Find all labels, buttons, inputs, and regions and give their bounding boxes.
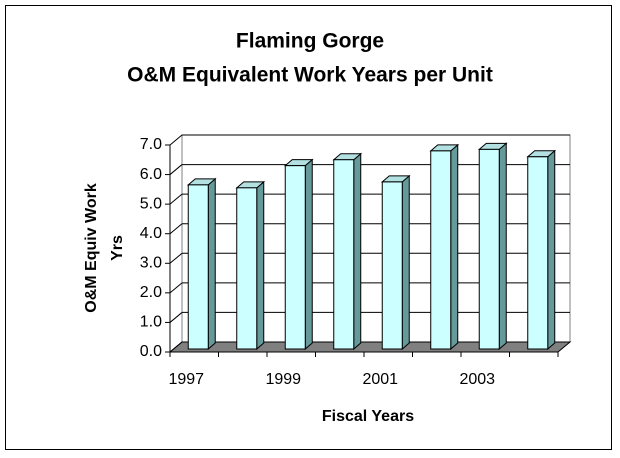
bar-face — [207, 177, 216, 351]
x-axis-title: Fiscal Years — [322, 408, 414, 425]
bar-face — [284, 165, 306, 350]
y-tick-label: 1.0 — [140, 314, 162, 331]
bar-face — [381, 181, 403, 350]
bar-face — [478, 148, 500, 350]
y-tick-label: 4.0 — [140, 225, 162, 242]
y-axis-title: Yrs — [109, 235, 126, 261]
grid-line — [169, 312, 183, 323]
bar — [526, 149, 557, 351]
x-tick-label: 2003 — [459, 371, 495, 388]
y-tick-label: 7.0 — [140, 136, 162, 153]
y-axis-title: O&M Equiv Work — [83, 183, 100, 313]
y-tick-label: 6.0 — [140, 166, 162, 183]
grid-line — [169, 134, 183, 146]
bar — [380, 174, 411, 351]
bar-face — [401, 174, 410, 351]
bar-face — [304, 158, 313, 351]
bar — [332, 152, 363, 351]
x-tick-label: 1999 — [265, 371, 301, 388]
floor — [168, 341, 572, 353]
bar-face — [430, 150, 452, 350]
grid-line — [169, 193, 183, 205]
bar — [283, 158, 314, 351]
bar-face — [498, 142, 507, 351]
bar-face — [256, 180, 265, 351]
grid-line — [169, 252, 183, 264]
bar-face — [527, 156, 549, 350]
grid-line — [169, 164, 183, 175]
grid-line — [169, 341, 183, 353]
x-tick-label: 2001 — [362, 371, 398, 388]
x-tick-label: 1997 — [168, 371, 204, 388]
bar — [235, 180, 266, 351]
bar-face — [333, 159, 355, 350]
grid-line — [169, 282, 183, 294]
bar-face — [187, 184, 209, 350]
chart-title: O&M Equivalent Work Years per Unit — [127, 64, 493, 87]
bar — [477, 142, 508, 351]
bar-face — [547, 149, 556, 351]
y-tick-label: 3.0 — [140, 255, 162, 272]
bar-face — [236, 187, 258, 350]
bar — [186, 177, 217, 351]
chart-title: Flaming Gorge — [236, 30, 384, 53]
y-tick-label: 0.0 — [140, 343, 162, 360]
bar-face — [450, 143, 459, 351]
y-tick-label: 5.0 — [140, 195, 162, 212]
bar-face — [353, 152, 362, 351]
y-tick-label: 2.0 — [140, 284, 162, 301]
bar — [429, 143, 460, 351]
grid-line — [169, 223, 183, 235]
